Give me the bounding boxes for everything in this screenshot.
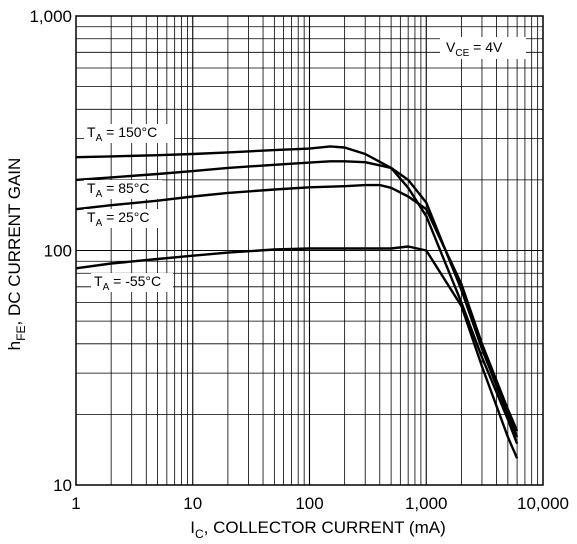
series-line [75, 145, 519, 445]
condition-label-background [440, 37, 526, 59]
curve-label: TA = 150°C [87, 124, 157, 144]
x-tick-label: 100 [295, 494, 323, 513]
curve-labels: TA = 150°C TA = 85°C TA = 25°C TA = -55°C V… [84, 37, 526, 293]
y-axis-label: hFE, DC CURRENT GAIN [5, 158, 28, 351]
curve-label: TA = 85°C [87, 180, 149, 200]
curve-label: TA = -55°C [94, 273, 161, 293]
x-tick-label: 10 [183, 494, 202, 513]
y-tick-label: 100 [44, 242, 72, 261]
x-tick-label: 1,000 [405, 494, 448, 513]
curve-label-background [84, 124, 174, 143]
curve-label: TA = 25°C [87, 209, 149, 229]
x-tick-label: 1 [71, 494, 80, 513]
plot-frame [75, 15, 544, 486]
series-curves [75, 145, 519, 459]
series-line [75, 183, 519, 432]
vce-condition-label: VCE = 4V [446, 39, 503, 59]
y-tick-label: 10 [53, 476, 72, 495]
curve-label-background [91, 273, 173, 292]
x-axis-label: IC, COLLECTOR CURRENT (mA) [190, 518, 446, 541]
curve-label-background [84, 180, 162, 199]
y-tick-label: 1,000 [29, 7, 72, 26]
curve-label-background [84, 209, 162, 228]
grid-lines [76, 16, 543, 485]
x-tick-label: 10,000 [517, 494, 569, 513]
series-line [75, 245, 519, 459]
series-line [75, 160, 519, 438]
